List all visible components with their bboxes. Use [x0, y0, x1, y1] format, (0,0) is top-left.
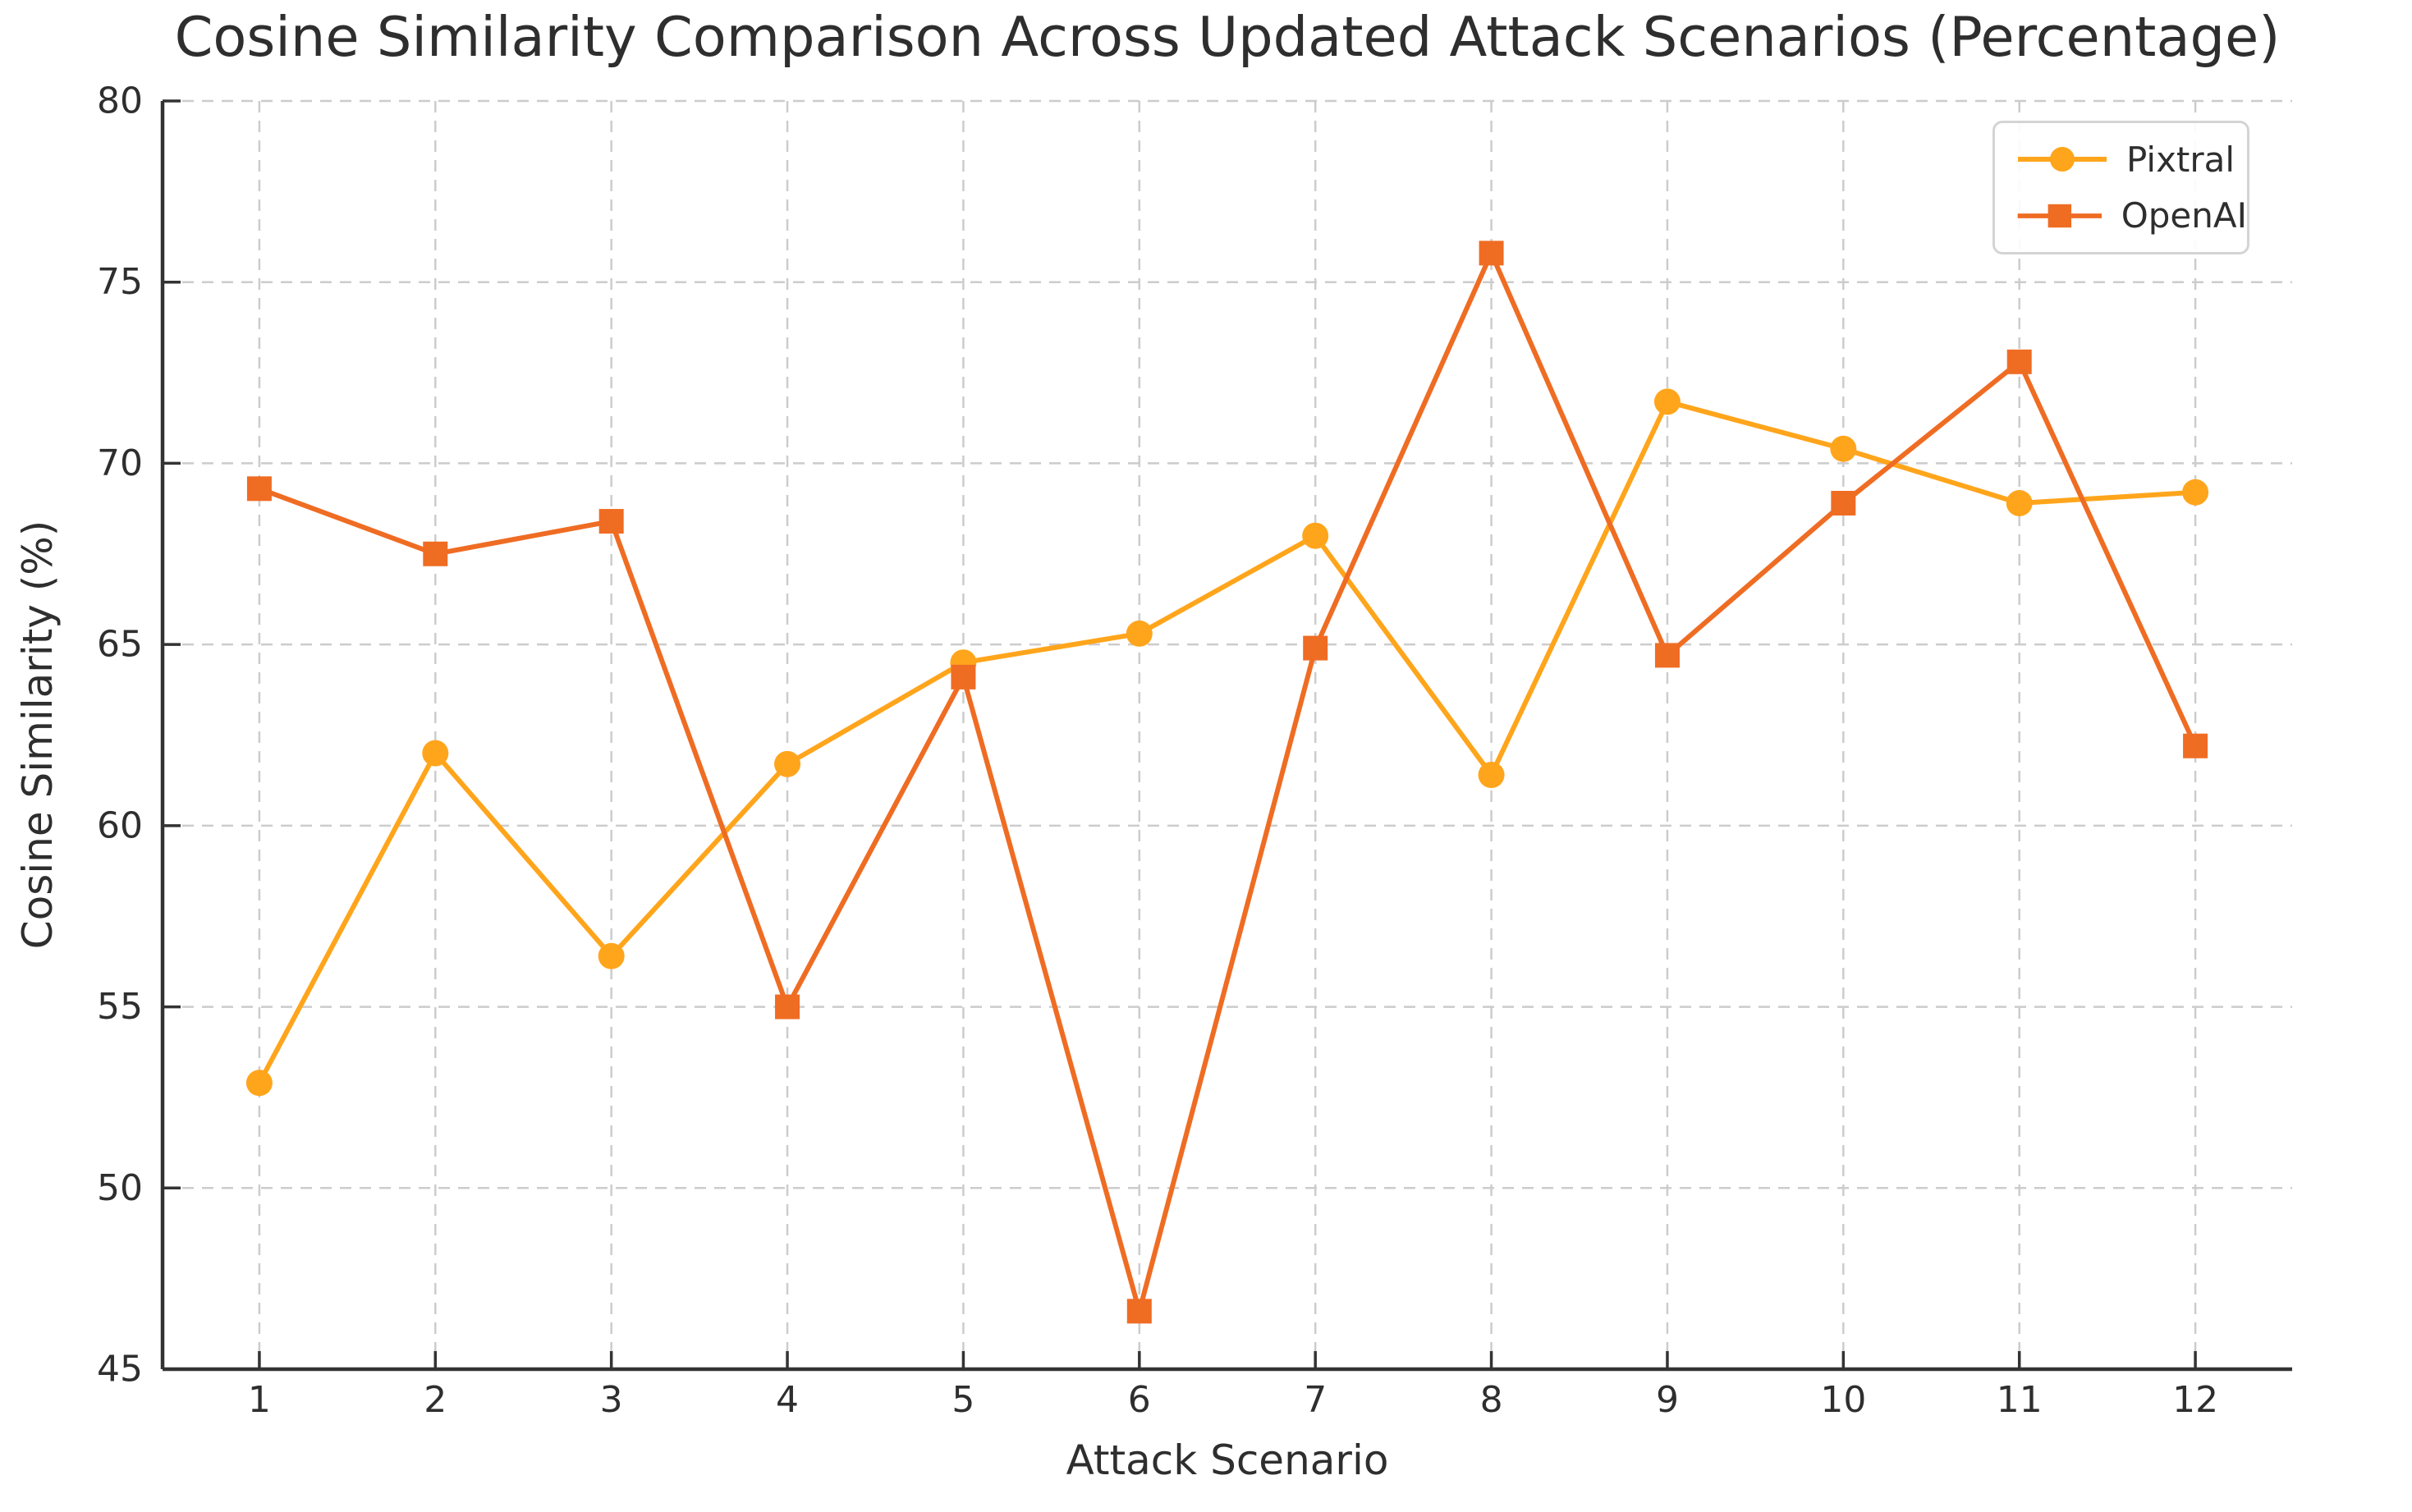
openai-marker-point — [775, 994, 800, 1019]
legend: Pixtral OpenAI — [1992, 121, 2249, 254]
openai-marker-point — [1303, 635, 1328, 661]
legend-label-pixtral: Pixtral — [2126, 139, 2235, 180]
x-tick-label: 12 — [2172, 1379, 2218, 1421]
y-tick-label: 80 — [97, 80, 143, 122]
y-tick-label: 65 — [97, 624, 143, 666]
openai-marker-point — [1479, 241, 1504, 266]
y-tick-label: 55 — [97, 986, 143, 1028]
y-axis-label: Cosine Similarity (%) — [14, 520, 62, 950]
pixtral-line — [256, 399, 2199, 1086]
y-tick-label: 70 — [97, 442, 143, 484]
x-tick-label: 2 — [424, 1379, 447, 1421]
pixtral-marker-point — [598, 942, 625, 969]
x-tick-label: 1 — [248, 1379, 271, 1421]
openai-marker-point — [423, 541, 448, 566]
openai-marker-point — [246, 476, 272, 502]
openai-marker-point — [951, 664, 976, 690]
x-tick-label: 4 — [776, 1379, 799, 1421]
pixtral-marker-point — [1653, 388, 1681, 415]
x-tick-label: 3 — [600, 1379, 623, 1421]
x-tick-label: 9 — [1656, 1379, 1679, 1421]
x-tick-label: 5 — [952, 1379, 974, 1421]
pixtral-marker-point — [422, 740, 449, 767]
legend-entry-pixtral: Pixtral — [2013, 140, 2247, 180]
pixtral-marker-point — [245, 1070, 273, 1097]
openai-legend-marker-icon — [2017, 204, 2102, 227]
pixtral-marker-point — [774, 750, 801, 777]
openai-marker-point — [598, 509, 624, 534]
legend-entry-openai: OpenAI — [2013, 195, 2247, 236]
pixtral-marker-point — [2006, 489, 2033, 516]
pixtral-marker-point — [1302, 522, 1329, 549]
pixtral-marker-point — [1126, 620, 1153, 647]
pixtral-marker-point — [1478, 762, 1505, 789]
y-tick-label: 75 — [97, 261, 143, 303]
x-tick-label: 10 — [1820, 1379, 1866, 1421]
x-tick-label: 6 — [1128, 1379, 1151, 1421]
pixtral-marker-point — [1830, 435, 1857, 462]
chart-title: Cosine Similarity Comparison Across Upda… — [174, 5, 2281, 69]
openai-line — [256, 250, 2199, 1314]
pixtral-legend-marker-icon — [2018, 147, 2107, 172]
legend-label-openai: OpenAI — [2121, 195, 2247, 236]
openai-marker-point — [1126, 1299, 1152, 1324]
openai-marker-point — [2183, 733, 2208, 758]
y-tick-label: 45 — [97, 1349, 143, 1391]
x-axis-label: Attack Scenario — [1066, 1436, 1389, 1484]
openai-marker-point — [2006, 349, 2032, 374]
y-tick-label: 60 — [97, 804, 143, 846]
y-tick-label: 50 — [97, 1167, 143, 1209]
openai-marker-point — [1831, 490, 1856, 515]
x-tick-label: 8 — [1480, 1379, 1503, 1421]
pixtral-marker-point — [2182, 479, 2209, 506]
x-tick-label: 7 — [1304, 1379, 1327, 1421]
openai-marker-point — [1654, 643, 1680, 668]
x-tick-label: 11 — [1997, 1379, 2043, 1421]
